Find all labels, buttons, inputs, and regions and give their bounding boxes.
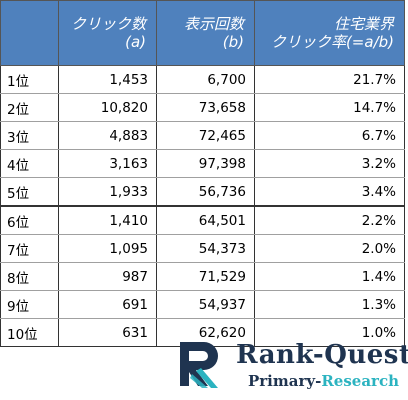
ctr-cell: 1.0% xyxy=(254,318,405,347)
impressions-cell: 56,736 xyxy=(156,177,255,207)
clicks-cell: 1,933 xyxy=(58,177,157,207)
table-row: 6位 1,410 64,501 2.2% xyxy=(0,206,405,235)
header-impressions: 表示回数 (b) xyxy=(156,0,255,66)
rank-cell: 6位 xyxy=(0,206,59,235)
table-row: 8位 987 71,529 1.4% xyxy=(0,262,405,291)
impressions-cell: 54,937 xyxy=(156,290,255,319)
header-ctr: 住宅業界 クリック率(=a/b) xyxy=(254,0,405,66)
ctr-ranking-table: クリック数 (a) 表示回数 (b) 住宅業界 クリック率(=a/b) 1位 1… xyxy=(0,0,405,347)
rank-quest-logo: Rank-Quest Primary-Research xyxy=(178,338,408,398)
impressions-cell: 54,373 xyxy=(156,234,255,263)
header-impressions-label: 表示回数 xyxy=(183,15,244,33)
table-row: 10位 631 62,620 1.0% xyxy=(0,318,405,347)
rank-cell: 8位 xyxy=(0,262,59,291)
impressions-cell: 73,658 xyxy=(156,93,255,122)
ctr-cell: 2.2% xyxy=(254,206,405,235)
table-row: 2位 10,820 73,658 14.7% xyxy=(0,93,405,122)
header-row: クリック数 (a) 表示回数 (b) 住宅業界 クリック率(=a/b) xyxy=(0,0,405,66)
ctr-cell: 21.7% xyxy=(254,65,405,94)
rank-cell: 1位 xyxy=(0,65,59,94)
header-clicks-formula: (a) xyxy=(125,33,146,51)
ctr-cell: 3.4% xyxy=(254,177,405,207)
impressions-cell: 6,700 xyxy=(156,65,255,94)
rank-cell: 9位 xyxy=(0,290,59,319)
header-clicks-label: クリック数 xyxy=(70,15,146,33)
clicks-cell: 631 xyxy=(58,318,157,347)
impressions-cell: 97,398 xyxy=(156,149,255,178)
rank-cell: 10位 xyxy=(0,318,59,347)
table-row: 3位 4,883 72,465 6.7% xyxy=(0,121,405,150)
table-row: 9位 691 54,937 1.3% xyxy=(0,290,405,319)
rq-monogram-icon xyxy=(180,342,218,388)
logo-subtitle-primary: Primary- xyxy=(248,372,322,390)
logo-subtitle-research: Research xyxy=(321,372,399,390)
impressions-cell: 72,465 xyxy=(156,121,255,150)
impressions-cell: 62,620 xyxy=(156,318,255,347)
header-impressions-formula: (b) xyxy=(222,33,244,51)
clicks-cell: 1,095 xyxy=(58,234,157,263)
clicks-cell: 691 xyxy=(58,290,157,319)
rank-cell: 4位 xyxy=(0,149,59,178)
clicks-cell: 1,410 xyxy=(58,206,157,235)
header-ctr-label: 住宅業界 xyxy=(333,15,394,33)
rank-cell: 3位 xyxy=(0,121,59,150)
table-row: 7位 1,095 54,373 2.0% xyxy=(0,234,405,263)
table-row: 4位 3,163 97,398 3.2% xyxy=(0,149,405,178)
logo-title: Rank-Quest xyxy=(236,340,408,370)
ctr-cell: 14.7% xyxy=(254,93,405,122)
impressions-cell: 71,529 xyxy=(156,262,255,291)
clicks-cell: 987 xyxy=(58,262,157,291)
header-corner xyxy=(0,0,59,66)
table-row: 5位 1,933 56,736 3.4% xyxy=(0,177,405,207)
logo-subtitle: Primary-Research xyxy=(248,372,399,390)
rank-cell: 2位 xyxy=(0,93,59,122)
header-clicks: クリック数 (a) xyxy=(58,0,157,66)
ctr-cell: 2.0% xyxy=(254,234,405,263)
clicks-cell: 1,453 xyxy=(58,65,157,94)
ctr-cell: 1.4% xyxy=(254,262,405,291)
header-ctr-formula: クリック率(=a/b) xyxy=(270,33,394,51)
clicks-cell: 10,820 xyxy=(58,93,157,122)
clicks-cell: 4,883 xyxy=(58,121,157,150)
ctr-cell: 6.7% xyxy=(254,121,405,150)
ctr-cell: 3.2% xyxy=(254,149,405,178)
table-row: 1位 1,453 6,700 21.7% xyxy=(0,65,405,94)
rank-cell: 5位 xyxy=(0,177,59,207)
clicks-cell: 3,163 xyxy=(58,149,157,178)
ctr-cell: 1.3% xyxy=(254,290,405,319)
impressions-cell: 64,501 xyxy=(156,206,255,235)
rank-cell: 7位 xyxy=(0,234,59,263)
